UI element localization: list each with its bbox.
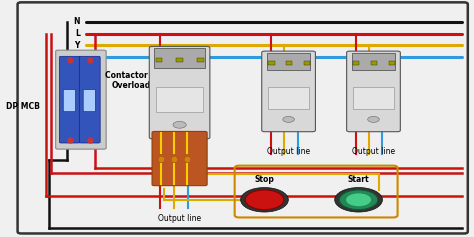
Bar [371, 61, 377, 65]
Bar [353, 87, 394, 109]
Circle shape [241, 187, 288, 212]
Text: Y: Y [74, 41, 80, 50]
Circle shape [283, 116, 294, 122]
FancyBboxPatch shape [262, 51, 315, 132]
Text: L: L [75, 29, 80, 38]
Text: Output line: Output line [267, 147, 310, 156]
FancyBboxPatch shape [63, 90, 75, 112]
FancyBboxPatch shape [55, 50, 106, 149]
Text: Contactor &
Overload: Contactor & Overload [105, 71, 157, 90]
Bar [268, 61, 274, 65]
Bar [176, 58, 183, 62]
Text: Contactor 1: Contactor 1 [264, 81, 314, 90]
Bar [286, 61, 292, 65]
Text: N: N [73, 17, 80, 26]
FancyBboxPatch shape [18, 2, 468, 233]
Bar [267, 53, 310, 70]
FancyBboxPatch shape [346, 51, 401, 132]
Text: Stop: Stop [255, 175, 274, 184]
Circle shape [173, 121, 186, 128]
Circle shape [335, 187, 383, 212]
Bar [389, 61, 395, 65]
Bar [156, 58, 162, 62]
Circle shape [339, 190, 378, 210]
Text: B: B [74, 53, 80, 62]
Bar [353, 61, 359, 65]
Bar [352, 53, 395, 70]
FancyBboxPatch shape [152, 132, 207, 186]
Bar [268, 87, 309, 109]
Text: DP MCB: DP MCB [6, 102, 40, 111]
FancyBboxPatch shape [149, 46, 210, 139]
Bar [304, 61, 310, 65]
Text: Start: Start [348, 175, 369, 184]
Text: Output line: Output line [352, 147, 395, 156]
FancyBboxPatch shape [83, 90, 95, 112]
Bar [156, 87, 203, 112]
Bar [197, 58, 204, 62]
Text: Contactor 2: Contactor 2 [348, 81, 399, 90]
Bar [155, 48, 205, 68]
FancyBboxPatch shape [79, 56, 100, 143]
Circle shape [346, 193, 371, 206]
Text: Output line: Output line [158, 214, 201, 223]
Circle shape [368, 116, 379, 122]
FancyBboxPatch shape [59, 56, 80, 143]
Circle shape [245, 190, 284, 210]
